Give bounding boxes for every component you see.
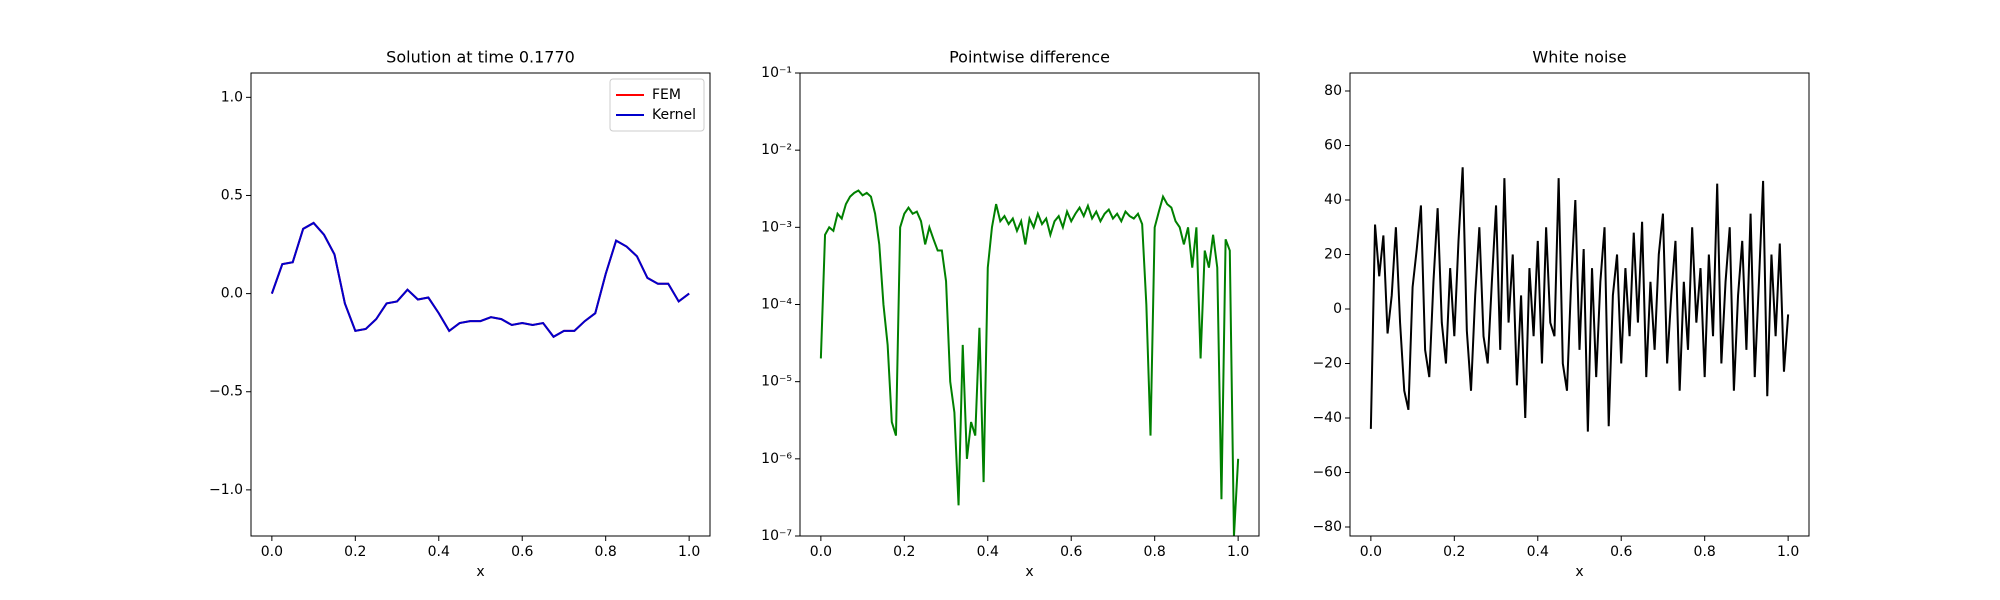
chart-title: Pointwise difference (949, 48, 1110, 67)
legend-box (609, 78, 705, 132)
x-tick-label: 0.4 (428, 544, 450, 560)
x-tick-label: 0.0 (1360, 544, 1382, 560)
y-tick-label: 60 (1324, 137, 1342, 153)
data-line (270, 221, 690, 339)
x-axis-label: x (1575, 564, 1583, 580)
x-axis-label: x (1025, 564, 1033, 580)
y-tick-label: −1.0 (209, 482, 243, 498)
x-tick-label: 0.4 (1527, 544, 1549, 560)
x-axis-label: x (476, 564, 484, 580)
x-tick-label: 0.8 (595, 544, 617, 560)
y-tick-label: −0.5 (209, 384, 243, 400)
x-tick-label: 0.2 (344, 544, 366, 560)
y-tick-label: 0.5 (221, 187, 243, 203)
data-line (1369, 167, 1790, 432)
y-tick-label: 10⁻² (761, 142, 792, 158)
y-tick-label: −40 (1312, 410, 1342, 426)
y-tick-label: 0.0 (221, 286, 243, 302)
chart-title: White noise (1532, 48, 1626, 67)
x-tick-label: 0.6 (1060, 544, 1082, 560)
y-tick-label: 10⁻⁴ (761, 297, 792, 313)
data-line (270, 221, 690, 339)
x-tick-label: 0.6 (511, 544, 533, 560)
legend-label: FEM (652, 87, 681, 103)
x-tick-label: 0.0 (810, 544, 832, 560)
x-tick-label: 0.2 (893, 544, 915, 560)
data-line (819, 189, 1240, 536)
x-tick-label: 0.8 (1144, 544, 1166, 560)
y-tick-label: 40 (1324, 192, 1342, 208)
y-tick-label: 0 (1333, 301, 1342, 317)
x-tick-label: 0.4 (977, 544, 999, 560)
x-tick-label: 0.2 (1443, 544, 1465, 560)
y-tick-label: −20 (1312, 355, 1342, 371)
y-tick-label: 20 (1324, 246, 1342, 262)
x-tick-label: 0.0 (261, 544, 283, 560)
y-tick-label: −80 (1312, 519, 1342, 535)
y-tick-label: 80 (1324, 83, 1342, 99)
y-tick-label: 10⁻⁵ (761, 374, 792, 390)
x-tick-label: 1.0 (1227, 544, 1249, 560)
x-tick-label: 0.6 (1610, 544, 1632, 560)
y-tick-label: −60 (1312, 465, 1342, 481)
x-tick-label: 0.8 (1694, 544, 1716, 560)
axes-frame (1349, 72, 1810, 537)
x-tick-label: 1.0 (1777, 544, 1799, 560)
axes-frame (799, 72, 1260, 537)
y-tick-label: 10⁻⁷ (761, 528, 792, 544)
y-tick-label: 10⁻⁶ (761, 451, 792, 467)
chart-title: Solution at time 0.1770 (386, 48, 575, 67)
y-tick-label: 10⁻¹ (761, 65, 792, 81)
x-tick-label: 1.0 (678, 544, 700, 560)
axes-frame (250, 72, 711, 537)
y-tick-label: 10⁻³ (761, 219, 792, 235)
legend-label: Kernel (652, 107, 696, 123)
y-tick-label: 1.0 (221, 89, 243, 105)
